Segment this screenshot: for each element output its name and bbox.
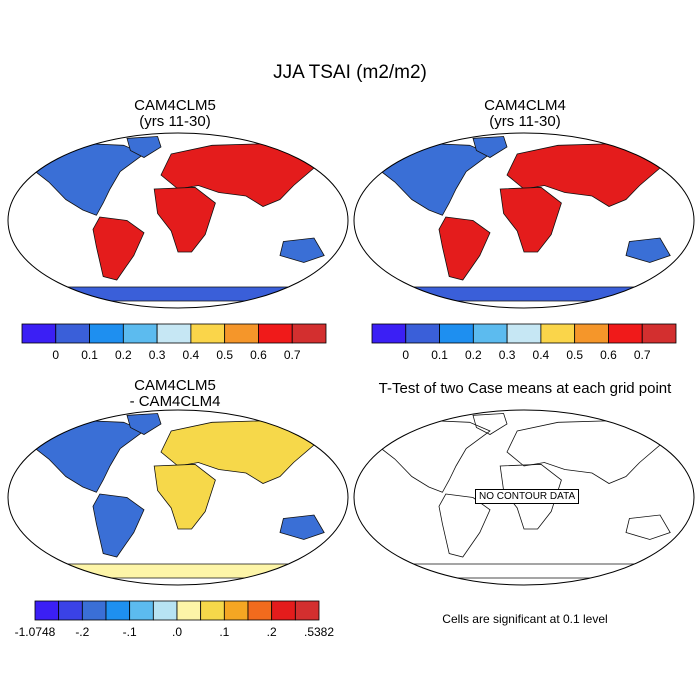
continent-australia [625, 237, 671, 263]
colorbar-label: 0.6 [250, 348, 267, 362]
colorbar-label: .0 [172, 625, 182, 639]
panel-title-line1: CAM4CLM5 [134, 377, 216, 394]
colorbar-label: 0.2 [465, 348, 482, 362]
colorbar-box [271, 600, 296, 621]
continent-greenland [126, 413, 162, 435]
colorbar-box [200, 600, 225, 621]
colorbar-box [129, 600, 154, 621]
colorbar-label: 0.4 [183, 348, 200, 362]
colorbar-box [223, 600, 249, 621]
colorbar-label: .2 [267, 625, 277, 639]
map-frame [7, 132, 349, 309]
map-frame [353, 409, 695, 586]
panel-title-cam4clm5: CAM4CLM5 (yrs 11-30) [35, 98, 315, 130]
colorbar-label: 0 [402, 348, 409, 362]
panel-title-ttest: T-Test of two Case means at each grid po… [355, 381, 695, 397]
continent-north-america [24, 143, 145, 216]
panel-title-line1: CAM4CLM5 [134, 97, 216, 114]
panel-title-diff: CAM4CLM5 - CAM4CLM4 [35, 378, 315, 410]
colorbar-label: 0.4 [533, 348, 550, 362]
continent-europe-asia [160, 420, 322, 484]
colorbar-label: 0.5 [566, 348, 583, 362]
colorbar-box [105, 600, 131, 621]
continent-north-america [24, 420, 145, 493]
continent-africa [153, 463, 216, 530]
colorbar-label: -.2 [75, 625, 89, 639]
colorbar-box [641, 323, 677, 344]
colorbar-label: 0.7 [634, 348, 651, 362]
colorbar-label: .5382 [304, 625, 334, 639]
continent-greenland [472, 413, 508, 435]
no-contour-label: NO CONTOUR DATA [475, 489, 580, 504]
continent-africa [153, 186, 216, 253]
continent-australia [625, 514, 671, 540]
map-frame [353, 132, 695, 309]
colorbar-box [291, 323, 327, 344]
colorbar-label: 0.6 [600, 348, 617, 362]
colorbar-label: .1 [219, 625, 229, 639]
panel-title-line1: T-Test of two Case means at each grid po… [378, 380, 672, 397]
colorbar-label: 0.3 [499, 348, 516, 362]
colorbar-box [58, 600, 83, 621]
colorbar-label: 0.1 [431, 348, 448, 362]
colorbar-label: 0.1 [81, 348, 98, 362]
continent-south-america [92, 216, 145, 281]
colorbar-label: 0.7 [284, 348, 301, 362]
colorbar-box [294, 600, 320, 621]
no-contour-text: NO CONTOUR DATA [479, 491, 576, 502]
continent-south-america [92, 493, 145, 558]
colorbar-label: 0.3 [149, 348, 166, 362]
continent-africa [499, 186, 562, 253]
continent-europe-asia [160, 143, 322, 207]
colorbar-box [176, 600, 202, 621]
continent-greenland [472, 136, 508, 158]
colorbar-label: 0.5 [216, 348, 233, 362]
colorbar-box [247, 600, 273, 621]
colorbar-label: -1.0748 [15, 625, 56, 639]
colorbar-label: -.1 [123, 625, 137, 639]
continent-north-america [370, 420, 491, 493]
continent-australia [279, 514, 325, 540]
main-title: JJA TSAI (m2/m2) [273, 62, 427, 83]
map-frame [7, 409, 349, 586]
panel-title-cam4clm4: CAM4CLM4 (yrs 11-30) [385, 98, 665, 130]
continent-australia [279, 237, 325, 263]
continent-europe-asia [506, 143, 668, 207]
panel-title-line1: CAM4CLM4 [484, 97, 566, 114]
colorbar-box [81, 600, 107, 621]
colorbar-label: 0 [52, 348, 59, 362]
panel-title-line2: (yrs 11-30) [489, 113, 561, 130]
panel-title-line2: (yrs 11-30) [139, 113, 211, 130]
panel-title-line2: - CAM4CLM4 [129, 393, 221, 410]
continent-greenland [126, 136, 162, 158]
significance-footnote: Cells are significant at 0.1 level [442, 612, 608, 626]
colorbar-label: 0.2 [115, 348, 132, 362]
colorbar-box [152, 600, 178, 621]
colorbar-box [34, 600, 60, 621]
continent-north-america [370, 143, 491, 216]
continent-europe-asia [506, 420, 668, 484]
continent-south-america [438, 216, 491, 281]
